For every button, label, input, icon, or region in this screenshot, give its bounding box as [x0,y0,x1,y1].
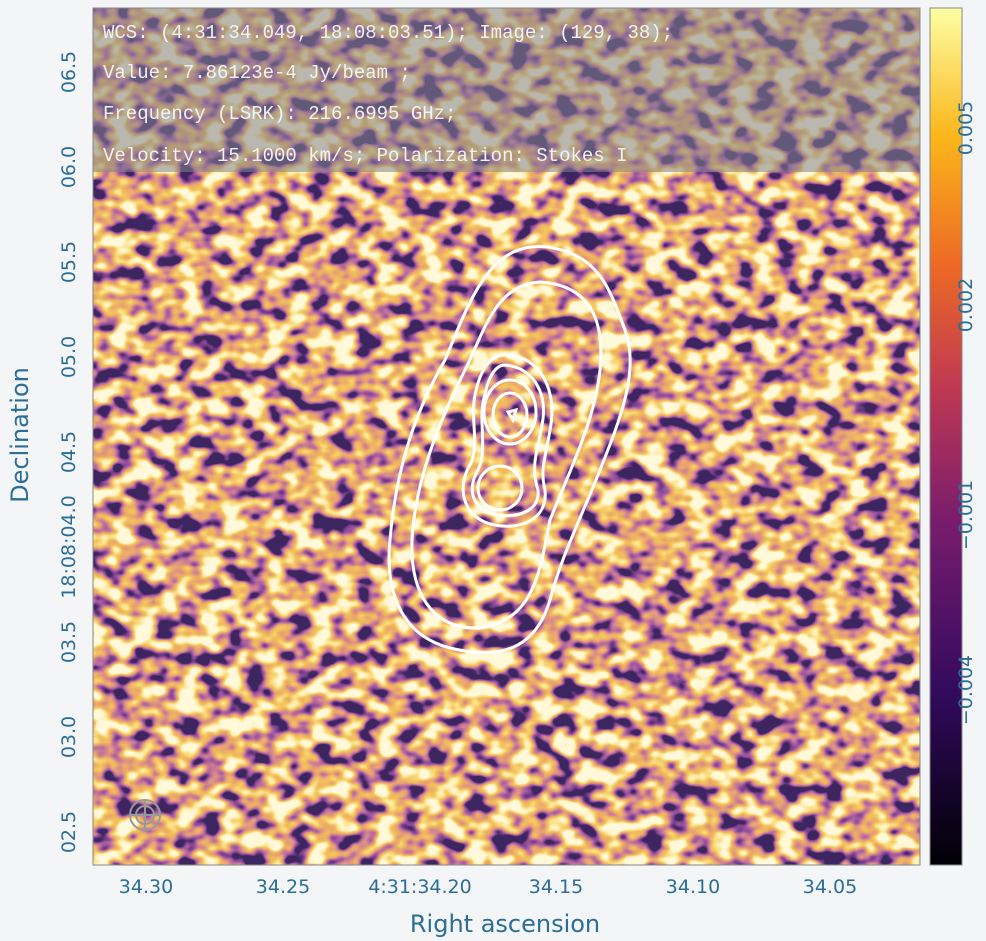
colorbar-tick-label: 0.002 [955,278,977,332]
x-tick-label: 34.30 [119,876,173,898]
info-line: WCS: (4:31:34.049, 18:08:03.51); Image: … [103,22,673,44]
image-frame [92,7,921,866]
x-tick-label: 34.15 [529,876,583,898]
y-tick-label: 05.5 [58,241,80,283]
y-tick-label: 18:08:04.0 [58,495,80,598]
contours [387,245,632,655]
x-axis-title: Right ascension [410,910,600,938]
y-tick-label: 03.0 [58,716,80,758]
x-tick-label: 34.05 [803,876,857,898]
y-tick-label: 06.5 [58,51,80,93]
x-tick-label: 34.10 [666,876,720,898]
beam [129,799,161,831]
colorbar [929,7,963,866]
y-tick-label: 03.5 [58,621,80,663]
info-line: Velocity: 15.1000 km/s; Polarization: St… [103,145,628,167]
colorbar-tick-label: −0.001 [955,480,977,550]
y-tick-label: 05.0 [58,336,80,378]
colorbar-tick-label: −0.004 [955,655,977,725]
y-tick-label: 04.5 [58,431,80,473]
colorbar-tick-label: 0.005 [955,101,977,155]
info-line: Frequency (LSRK): 216.6995 GHz; [103,103,456,125]
y-tick-label: 06.0 [58,146,80,188]
info-line: Value: 7.86123e-4 Jy/beam ; [103,62,411,84]
x-tick-label: 4:31:34.20 [368,876,471,898]
info-overlay [93,8,920,172]
y-tick-label: 02.5 [58,811,80,853]
y-axis-title: Declination [6,367,34,503]
x-tick-label: 34.25 [256,876,310,898]
